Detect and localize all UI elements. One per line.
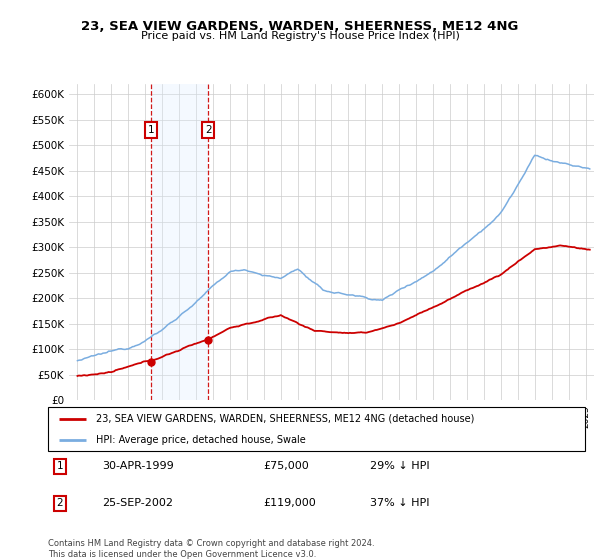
Text: HPI: Average price, detached house, Swale: HPI: Average price, detached house, Swal… [97, 435, 306, 445]
Text: Price paid vs. HM Land Registry's House Price Index (HPI): Price paid vs. HM Land Registry's House … [140, 31, 460, 41]
Text: 1: 1 [148, 125, 154, 135]
Text: 37% ↓ HPI: 37% ↓ HPI [370, 498, 430, 508]
Bar [151, 84, 208, 400]
Text: 25-SEP-2002: 25-SEP-2002 [102, 498, 173, 508]
Text: 23, SEA VIEW GARDENS, WARDEN, SHEERNESS, ME12 4NG: 23, SEA VIEW GARDENS, WARDEN, SHEERNESS,… [82, 20, 518, 32]
Text: 1: 1 [56, 461, 63, 472]
Text: 29% ↓ HPI: 29% ↓ HPI [370, 461, 430, 472]
FancyBboxPatch shape [48, 407, 585, 451]
Text: £75,000: £75,000 [263, 461, 308, 472]
Text: £119,000: £119,000 [263, 498, 316, 508]
Text: 2: 2 [205, 125, 212, 135]
Text: 2: 2 [56, 498, 63, 508]
Text: 30-APR-1999: 30-APR-1999 [102, 461, 173, 472]
Text: Contains HM Land Registry data © Crown copyright and database right 2024.
This d: Contains HM Land Registry data © Crown c… [48, 539, 374, 559]
Text: 23, SEA VIEW GARDENS, WARDEN, SHEERNESS, ME12 4NG (detached house): 23, SEA VIEW GARDENS, WARDEN, SHEERNESS,… [97, 414, 475, 424]
